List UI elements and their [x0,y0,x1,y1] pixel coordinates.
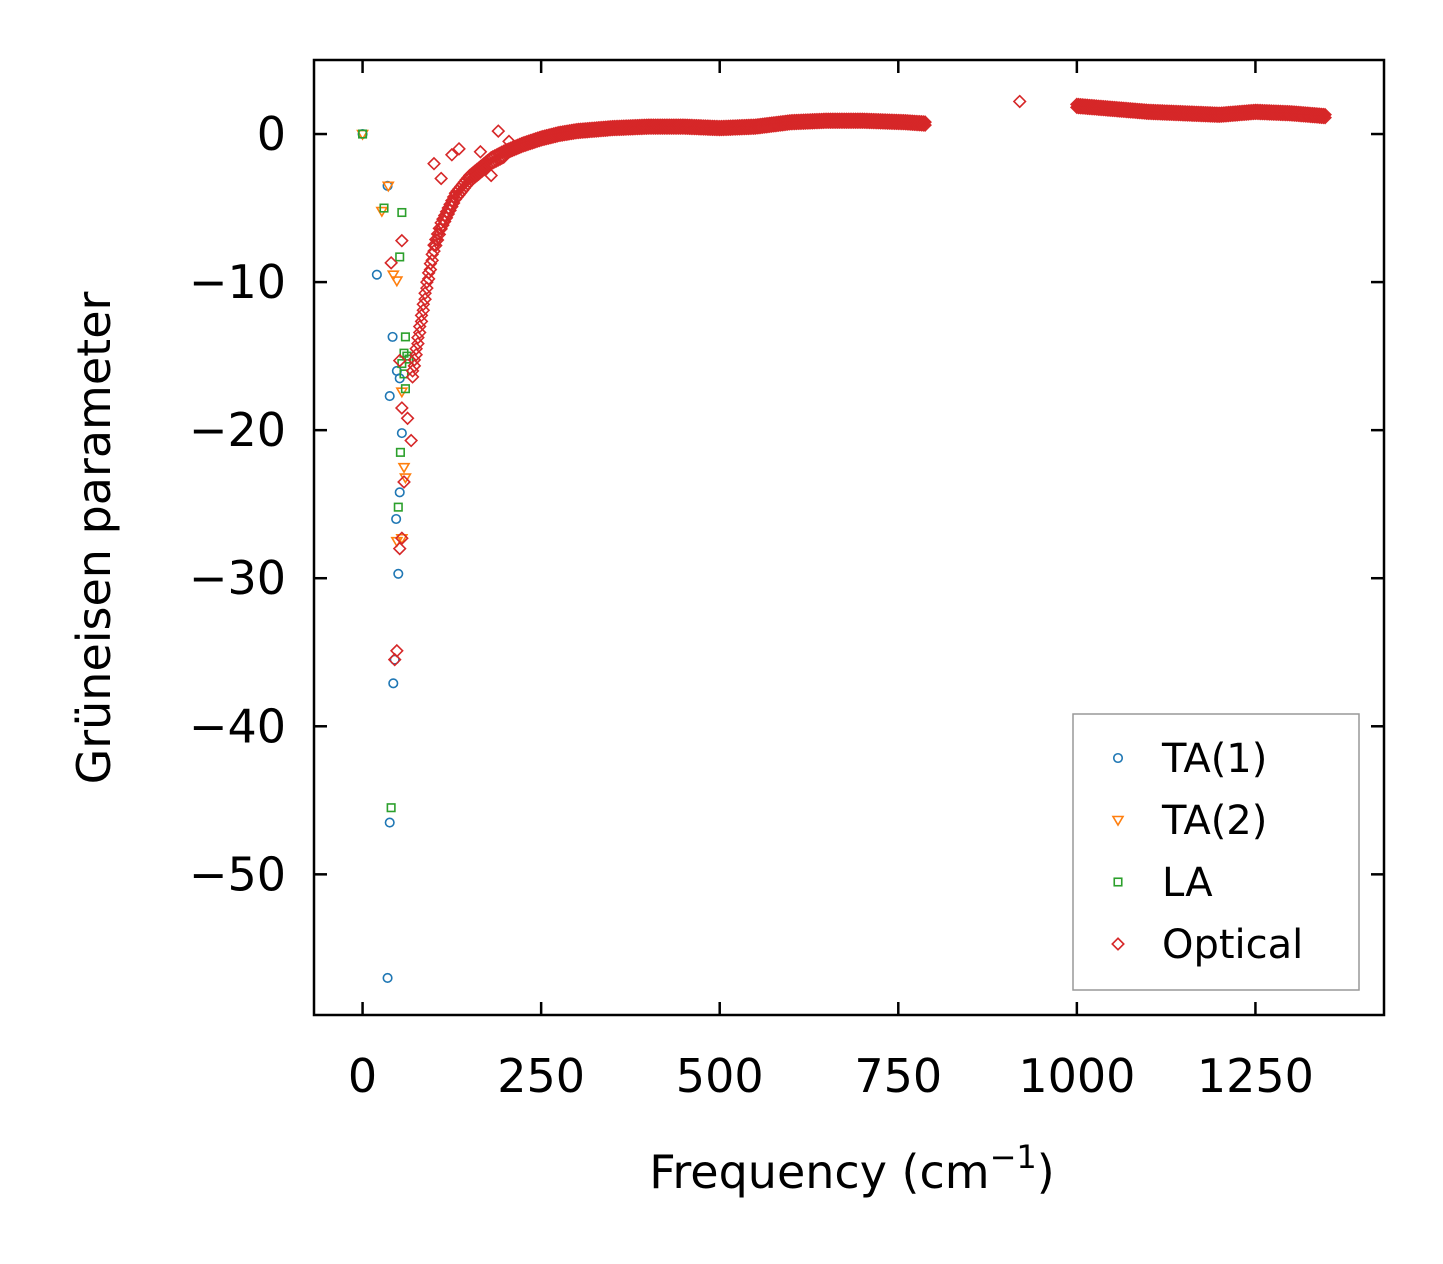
data-point-ta-2- [381,181,395,193]
data-point-la [386,803,396,813]
data-point-ta-1- [387,331,398,342]
data-point-ta-2- [397,462,411,474]
data-point-optical-band [411,336,425,351]
data-point-optical-band [409,347,424,362]
legend-box [1072,713,1360,991]
data-point-optical-band [423,256,438,271]
data-point-optical [1012,94,1027,109]
y-tick-label: −40 [189,699,286,753]
data-point-la [395,252,405,262]
data-point-optical-band [421,265,436,280]
data-point-optical-band [423,262,438,277]
data-point-la [358,129,368,139]
y-tick-label: 0 [257,107,286,161]
data-point-la [399,369,409,379]
data-point-la [379,203,389,213]
data-point-optical [484,168,499,183]
legend-label: LA [1162,860,1213,906]
y-axis-label: Grüneisen parameter [67,291,121,784]
data-point-optical-band [414,314,429,329]
data-point-optical-band [421,271,436,286]
legend-marker-optical [1111,937,1125,951]
data-point-optical-band [405,370,420,384]
y-tick-label: −30 [189,551,286,605]
data-points [356,94,1332,984]
data-point-ta-1- [382,972,393,984]
legend-marker-ta-2- [1111,815,1125,827]
y-tick-label: −50 [189,847,286,901]
data-point-ta-1- [371,269,382,280]
data-point-ta-1- [388,678,399,689]
data-point-la [393,502,403,512]
data-point-optical [392,353,407,368]
data-point-ta-1- [396,428,407,439]
data-point-ta-1- [391,513,402,525]
data-point-optical [434,171,449,186]
x-tick-label: 0 [348,1049,377,1103]
data-point-la [397,358,407,369]
data-point-optical-band [918,115,932,129]
data-point-optical [427,156,441,171]
y-tick-label: −20 [189,403,286,457]
data-point-optical [389,643,404,658]
data-point-optical [473,144,488,159]
data-point-optical [400,411,415,426]
data-point-optical-band [425,253,440,268]
data-point-la [400,332,410,342]
series-ta-1- [357,128,407,984]
series-ta-2- [356,129,412,548]
legend-label: TA(1) [1161,736,1267,782]
data-point-la [397,207,407,218]
data-point-optical-band [419,281,434,295]
data-point-optical [452,141,466,156]
data-point-ta-1- [384,391,395,402]
plot-frame [312,58,1386,1017]
data-point-optical-band [446,196,461,210]
data-point-optical [394,401,409,415]
x-tick-label: 1250 [1197,1049,1314,1103]
data-point-optical-band [918,118,932,132]
data-point-ta-2- [390,276,404,288]
x-tick-label: 750 [854,1049,942,1103]
data-point-ta-1- [394,487,405,498]
x-axis-label: Frequency (cm−1) [649,1138,1054,1199]
data-point-optical [387,652,402,667]
x-tick-label: 500 [676,1049,764,1103]
data-point-optical-band [425,247,440,262]
data-point-optical-band [1316,107,1331,122]
x-tick-label: 250 [497,1049,585,1103]
data-point-optical-band [416,303,431,318]
data-point-optical [491,124,506,138]
legend: TA(1) TA(2) LA Optical [1072,713,1360,991]
data-point-optical [394,233,409,248]
data-point-optical-band [419,275,434,289]
data-point-optical-band [916,115,931,129]
axis-ticks: 0 250 500 750 1000 1250 0 −10 −20 −30 −40 −50 [189,60,1384,1103]
data-point-optical [444,147,459,162]
legend-label: Optical [1162,922,1303,968]
data-point-ta-2- [395,533,409,545]
data-point-optical-band [412,325,427,340]
data-point-optical [392,541,407,556]
series-optical [384,94,1332,667]
data-point-ta-2- [386,270,400,282]
y-tick-label: −10 [189,255,286,309]
legend-marker-ta-1- [1112,752,1124,764]
data-point-optical-band [1318,107,1332,122]
data-point-la [400,384,410,394]
data-point-optical-band [407,358,422,373]
data-point-optical [384,255,399,270]
data-point-optical-band [1318,110,1332,125]
data-point-la [395,447,405,457]
x-tick-label: 1000 [1018,1049,1135,1103]
series-la [358,129,414,813]
data-point-optical [397,475,411,489]
data-point-optical [404,433,419,448]
data-point-ta-1- [393,568,404,579]
data-point-ta-1- [384,817,395,828]
legend-marker-la [1113,877,1123,887]
data-point-optical-band [418,292,432,307]
legend-label: TA(2) [1161,798,1267,844]
